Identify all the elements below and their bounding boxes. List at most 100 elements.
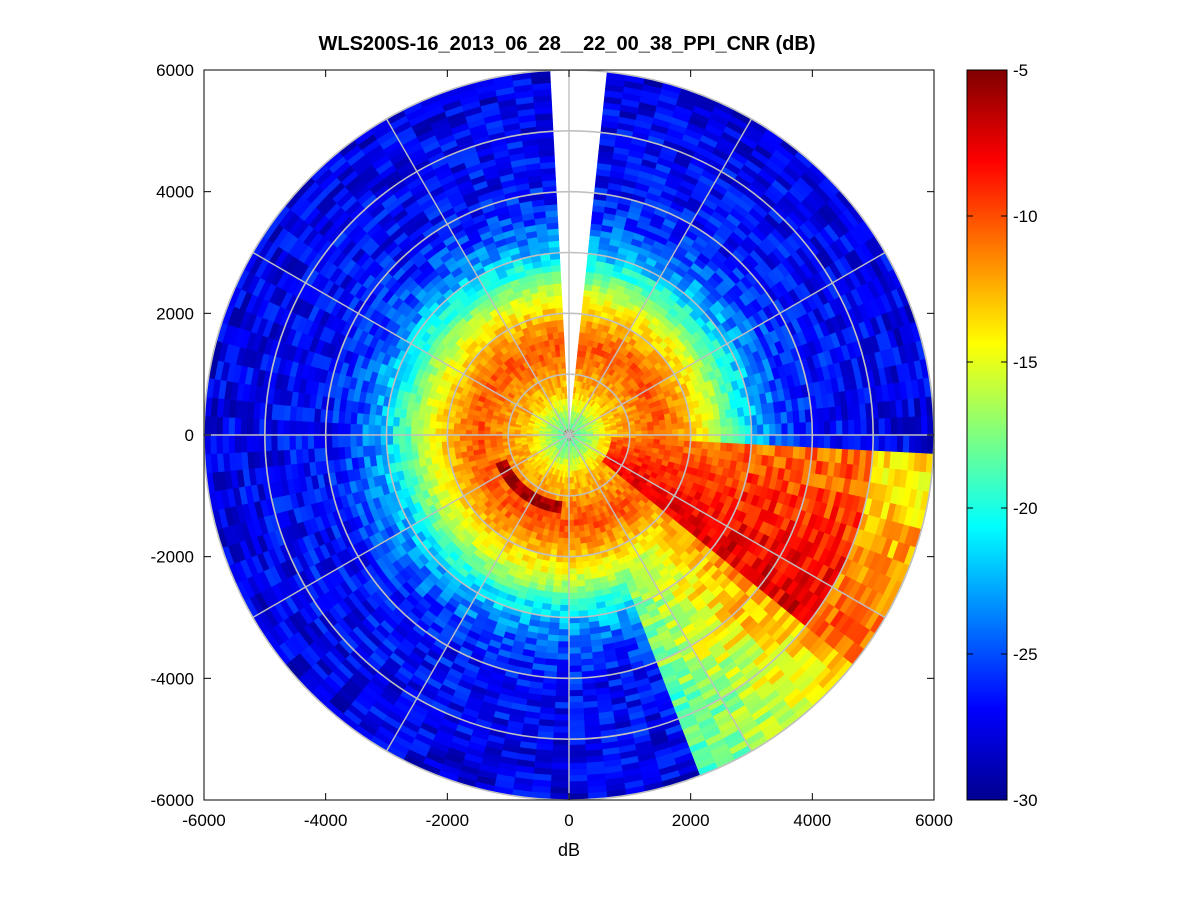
heatmap-cell — [908, 416, 917, 436]
heatmap-cell — [842, 420, 850, 436]
heatmap-cell — [676, 416, 685, 424]
heatmap-cell — [568, 720, 585, 728]
heatmap-cell — [884, 417, 892, 436]
heatmap-cell — [575, 567, 584, 576]
heatmap-cell — [762, 444, 770, 457]
heatmap-cell — [738, 425, 746, 436]
heatmap-cell — [576, 591, 587, 600]
heatmap-cell — [562, 544, 570, 551]
heatmap-cell — [560, 580, 570, 588]
heatmap-cell — [580, 542, 588, 551]
heatmap-cell — [762, 413, 770, 426]
heatmap-cell — [823, 420, 831, 436]
heatmap-cell — [568, 744, 586, 752]
heatmap-cell — [714, 434, 722, 444]
heatmap-cell — [568, 665, 582, 673]
heatmap-cell — [738, 443, 746, 454]
heatmap-cell — [829, 434, 837, 450]
heatmap-cell — [799, 422, 807, 436]
heatmap-cell — [878, 434, 886, 452]
heatmap-cell — [572, 507, 578, 515]
heatmap-cell — [568, 653, 582, 661]
heatmap-cell — [757, 434, 764, 446]
heatmap-cell — [738, 416, 746, 427]
heatmap-cell — [562, 537, 570, 545]
heatmap-cell — [579, 634, 591, 642]
heatmap-cell — [678, 434, 685, 442]
heatmap-cell — [574, 543, 582, 551]
heatmap-cell — [573, 531, 581, 539]
heatmap-cell — [695, 420, 703, 429]
heatmap-cell — [554, 561, 563, 569]
heatmap-cell — [550, 774, 570, 783]
heatmap-cell — [719, 442, 728, 452]
heatmap-cell — [553, 714, 570, 722]
heatmap-cell — [568, 604, 579, 612]
heatmap-cell — [671, 428, 679, 436]
heatmap-cell — [684, 428, 691, 436]
heatmap-cell — [550, 598, 561, 606]
heatmap-cell — [552, 579, 562, 588]
heatmap-cell — [860, 419, 868, 436]
heatmap-cell — [551, 762, 570, 770]
heatmap-cell — [578, 524, 585, 533]
heatmap-cell — [908, 434, 917, 454]
heatmap-cell — [556, 543, 564, 551]
heatmap-cell — [878, 418, 886, 436]
heatmap-cell — [555, 683, 570, 691]
heatmap-cell — [896, 417, 904, 436]
heatmap-cell — [768, 413, 776, 425]
heatmap-cell — [793, 422, 801, 436]
heatmap-cell — [860, 434, 868, 451]
heatmap-cell — [568, 647, 581, 655]
heatmap-cell — [664, 418, 673, 426]
heatmap-cell — [659, 424, 667, 431]
heatmap-cell — [726, 434, 734, 444]
heatmap-cell — [568, 544, 576, 551]
heatmap-cell — [568, 714, 585, 722]
heatmap-cell — [549, 787, 570, 795]
heatmap-cell — [695, 441, 703, 450]
heatmap-cell — [552, 585, 562, 594]
heatmap-cell — [551, 750, 570, 758]
heatmap-cell — [557, 531, 565, 539]
heatmap-cell — [568, 689, 584, 697]
heatmap-cell — [551, 591, 562, 600]
heatmap-cell — [658, 419, 667, 426]
heatmap-cell — [554, 708, 570, 716]
heatmap-cell — [725, 442, 734, 453]
heatmap-cell — [671, 434, 679, 442]
heatmap-cell — [720, 426, 728, 436]
heatmap-cell — [677, 422, 685, 430]
heatmap-cell — [854, 434, 862, 451]
heatmap-cell — [550, 780, 570, 789]
heatmap-cell — [884, 434, 892, 453]
heatmap-cell — [562, 550, 570, 557]
heatmap-cell — [725, 417, 734, 428]
heatmap-cell — [713, 442, 722, 452]
heatmap-cell — [548, 622, 560, 630]
heatmap-cell — [696, 434, 704, 443]
heatmap-cell — [835, 434, 844, 450]
heatmap-cell — [914, 434, 923, 454]
heatmap-cell — [572, 513, 579, 521]
heatmap-cell — [553, 573, 562, 582]
heatmap-cell — [568, 623, 580, 630]
heatmap-cell — [573, 525, 580, 533]
heatmap-cell — [568, 586, 578, 594]
heatmap-cell — [572, 501, 577, 509]
heatmap-cell — [921, 415, 929, 436]
heatmap-cell — [781, 434, 789, 447]
heatmap-cell — [659, 434, 667, 441]
heatmap-cell — [914, 416, 923, 436]
heatmap-cell — [556, 653, 570, 661]
heatmap-cell — [763, 434, 771, 446]
heatmap-cell — [559, 598, 570, 606]
heatmap-cell — [568, 574, 577, 582]
heatmap-cell — [568, 641, 581, 649]
heatmap-cell — [568, 726, 585, 734]
heatmap-cell — [547, 628, 560, 636]
heatmap-cell — [696, 427, 704, 436]
heatmap-cell — [701, 420, 710, 429]
